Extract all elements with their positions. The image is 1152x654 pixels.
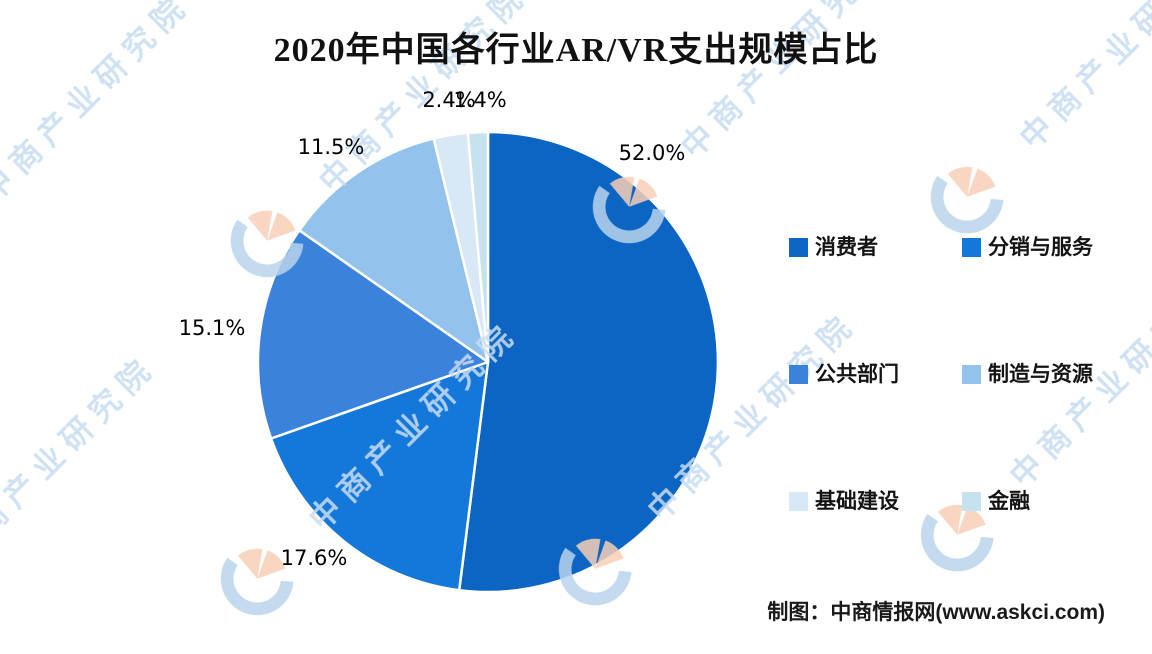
- pie-slice-1: [269, 360, 490, 592]
- legend-item-finance: 金融: [962, 490, 1093, 513]
- pie-slice-0: [457, 130, 720, 594]
- pie-slice-5: [466, 130, 490, 364]
- legend-label: 公共部门: [815, 363, 899, 386]
- legend-item-consumer: 消费者: [789, 236, 962, 259]
- legend-item-public-sector: 公共部门: [789, 363, 962, 386]
- chart-title: 2020年中国各行业AR/VR支出规模占比: [273, 32, 879, 69]
- legend-swatch: [962, 365, 981, 384]
- legend-item-manufacturing-resources: 制造与资源: [962, 363, 1093, 386]
- legend-item-distribution-services: 分销与服务: [962, 236, 1093, 259]
- legend-swatch: [962, 492, 981, 511]
- legend-label: 分销与服务: [988, 236, 1093, 259]
- legend: 消费者 分销与服务 公共部门 制造与资源 基础建设 金融: [789, 236, 1093, 513]
- legend-label: 消费者: [815, 236, 878, 259]
- pie-percent-label: 2.4%: [422, 88, 476, 112]
- legend-item-infrastructure: 基础建设: [789, 490, 962, 513]
- pie-percent-label: 17.6%: [280, 546, 348, 570]
- source-note: 制图：中商情报网(www.askci.com): [767, 601, 1105, 624]
- pie-percent-label: 11.5%: [297, 135, 365, 159]
- pie-percent-label: 15.1%: [178, 316, 246, 340]
- pie-percent-label: 52.0%: [618, 141, 686, 165]
- legend-swatch: [962, 238, 981, 257]
- legend-label: 金融: [988, 490, 1030, 513]
- legend-swatch: [789, 238, 808, 257]
- pie-slice-3: [298, 137, 490, 364]
- legend-swatch: [789, 492, 808, 511]
- pie-percent-label: 1.4%: [453, 88, 507, 112]
- legend-label: 制造与资源: [988, 363, 1093, 386]
- legend-label: 基础建设: [815, 490, 899, 513]
- legend-swatch: [789, 365, 808, 384]
